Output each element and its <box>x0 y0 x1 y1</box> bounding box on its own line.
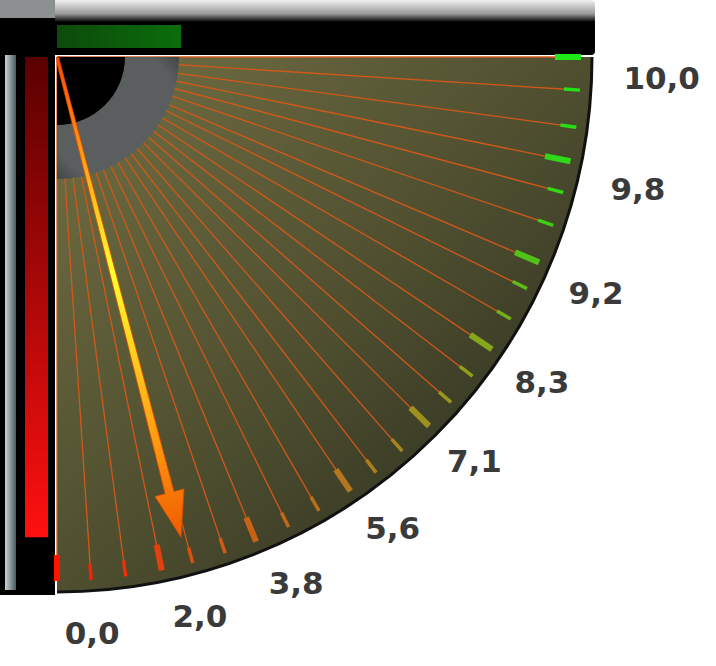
minor-tick <box>439 392 451 403</box>
minor-tick <box>560 125 576 127</box>
tick-line <box>57 57 537 262</box>
gauge-svg: 0,0 2,0 3,8 5,6 7,1 8,3 9,2 9,8 10,0 <box>0 0 716 666</box>
minor-tick <box>513 282 527 289</box>
tick-label: 10,0 <box>623 60 700 96</box>
marks <box>56 57 184 538</box>
major-tick <box>157 545 162 570</box>
major-tick <box>54 555 60 581</box>
minor-tick <box>460 366 473 376</box>
axis-line <box>57 57 592 592</box>
tick-label: 7,1 <box>447 443 502 479</box>
tick-line <box>57 57 551 225</box>
major-tick <box>515 252 539 262</box>
needle <box>56 57 184 538</box>
tick-label: 9,2 <box>569 275 624 311</box>
tick-line <box>57 57 428 425</box>
horizontal-level-bar <box>57 25 181 48</box>
major-tick <box>470 335 492 350</box>
minor-tick <box>282 513 289 527</box>
tick-label: 3,8 <box>269 565 324 601</box>
tick-line <box>57 57 288 525</box>
minor-tick <box>220 538 225 553</box>
minor-tick <box>564 89 580 90</box>
tick-labels: 0,0 2,0 3,8 5,6 7,1 8,3 9,2 9,8 10,0 <box>65 60 700 651</box>
minor-tick <box>497 311 511 319</box>
chart-container: 0,0 2,0 3,8 5,6 7,1 8,3 9,2 9,8 10,0 <box>0 0 716 666</box>
minor-tick <box>124 561 126 577</box>
tick-label: 0,0 <box>65 615 120 651</box>
frame-left <box>0 0 55 595</box>
tick-line <box>57 57 525 288</box>
minor-tick <box>548 188 563 192</box>
minor-tick <box>392 439 403 451</box>
minor-tick <box>189 548 193 563</box>
tick-label: 9,8 <box>610 171 665 207</box>
minor-tick <box>538 220 553 225</box>
tick-line <box>57 57 349 489</box>
frame-stripe <box>5 55 16 590</box>
hub-ring <box>57 57 179 179</box>
major-tick <box>246 518 256 542</box>
ticks <box>57 57 581 581</box>
vertical-level-bar <box>25 57 48 537</box>
tick-line <box>57 57 561 192</box>
major-tick <box>555 54 581 60</box>
minor-tick <box>90 564 91 580</box>
major-tick <box>336 470 351 492</box>
frame-corner <box>0 0 55 18</box>
minor-tick <box>366 460 376 473</box>
major-tick <box>411 408 429 426</box>
gauge-face <box>57 57 592 592</box>
tick-line <box>57 57 318 509</box>
minor-tick <box>311 497 319 511</box>
tick-label: 2,0 <box>172 598 227 634</box>
frame-top <box>0 0 595 55</box>
tick-label: 8,3 <box>514 364 569 400</box>
major-tick <box>545 156 570 161</box>
tick-label: 5,6 <box>365 510 420 546</box>
tick-line <box>57 57 450 401</box>
